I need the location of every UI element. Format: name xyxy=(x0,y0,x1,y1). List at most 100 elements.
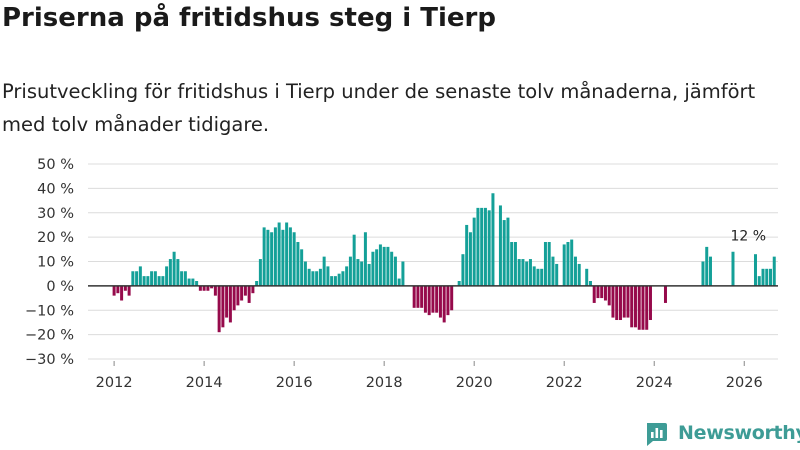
bar xyxy=(191,278,195,286)
bar xyxy=(611,285,615,318)
bar xyxy=(761,268,765,286)
x-tick-label: 2024 xyxy=(636,375,673,391)
bar xyxy=(270,232,274,286)
bar xyxy=(472,217,476,286)
bar xyxy=(562,244,566,286)
bar xyxy=(382,246,386,286)
bar xyxy=(375,249,379,286)
bar xyxy=(615,285,619,321)
bar xyxy=(540,268,544,286)
bar xyxy=(217,285,221,333)
y-tick-label: −10 % xyxy=(25,303,74,319)
bar xyxy=(296,242,300,286)
grid-lines xyxy=(88,163,778,360)
bar xyxy=(491,193,495,286)
bar xyxy=(277,222,281,286)
x-axis: 2012 2014 2016 2018 2020 2022 2024 2026 xyxy=(96,361,763,391)
bar xyxy=(521,259,525,286)
bar xyxy=(150,271,154,286)
bar xyxy=(397,278,401,286)
bar xyxy=(333,276,337,286)
bar xyxy=(461,254,465,286)
bar xyxy=(480,207,484,286)
bar xyxy=(622,285,626,318)
bar xyxy=(135,271,139,286)
brand-name: Newsworthy xyxy=(678,422,800,444)
bar xyxy=(146,276,150,286)
bar xyxy=(393,256,397,286)
bar xyxy=(198,285,202,291)
bar xyxy=(637,285,641,330)
bar xyxy=(645,285,649,330)
bar xyxy=(442,285,446,323)
bar xyxy=(585,268,589,286)
bar xyxy=(753,254,757,286)
bar xyxy=(228,285,232,323)
bar xyxy=(427,285,431,316)
bar xyxy=(600,285,604,299)
newsworthy-logo-icon xyxy=(647,423,667,446)
y-tick-label: −30 % xyxy=(25,352,74,368)
bar xyxy=(701,261,705,286)
bar xyxy=(251,285,255,294)
bar xyxy=(420,285,424,308)
bar xyxy=(401,261,405,286)
y-tick-label: 50 % xyxy=(37,157,74,173)
bar xyxy=(345,266,349,286)
bar xyxy=(243,285,247,296)
bar xyxy=(311,271,315,286)
bar xyxy=(341,271,345,286)
bar xyxy=(120,285,124,301)
bar xyxy=(183,271,187,286)
bar xyxy=(172,251,176,286)
bar xyxy=(547,242,551,286)
y-tick-label: 20 % xyxy=(37,230,74,246)
y-tick-label: 10 % xyxy=(37,255,74,271)
bar xyxy=(536,268,540,286)
bar xyxy=(502,220,506,286)
bar xyxy=(300,249,304,286)
bar xyxy=(210,285,214,289)
bar xyxy=(363,232,367,286)
bar xyxy=(292,232,296,286)
bar xyxy=(532,266,536,286)
bar xyxy=(318,268,322,286)
bar xyxy=(705,246,709,286)
bar xyxy=(221,285,225,328)
bar xyxy=(112,285,116,296)
bar xyxy=(232,285,236,311)
bar xyxy=(127,285,131,296)
bar xyxy=(765,268,769,286)
bar xyxy=(213,285,217,296)
bar xyxy=(708,256,712,286)
bar xyxy=(330,276,334,286)
chart-title: Priserna på fritidshus steg i Tierp xyxy=(2,3,496,33)
bar xyxy=(356,259,360,286)
bar xyxy=(390,251,394,286)
brand-logo[interactable]: Newsworthy xyxy=(644,418,800,448)
bar xyxy=(513,242,517,286)
x-tick-label: 2022 xyxy=(546,375,583,391)
bar xyxy=(315,271,319,286)
bar xyxy=(187,278,191,286)
bar xyxy=(757,276,761,286)
bar xyxy=(138,266,142,286)
bar xyxy=(348,256,352,286)
bar xyxy=(517,259,521,286)
bar xyxy=(202,285,206,291)
bar xyxy=(555,263,559,286)
bar xyxy=(206,285,210,291)
bar xyxy=(266,229,270,286)
bar xyxy=(438,285,442,318)
bar xyxy=(116,285,120,294)
y-tick-label: 40 % xyxy=(37,181,74,197)
bar xyxy=(371,251,375,286)
bar xyxy=(142,276,146,286)
bar xyxy=(225,285,229,318)
bar xyxy=(641,285,645,330)
bar xyxy=(510,242,514,286)
bar xyxy=(273,227,277,286)
bar xyxy=(153,271,157,286)
bar xyxy=(247,285,251,303)
